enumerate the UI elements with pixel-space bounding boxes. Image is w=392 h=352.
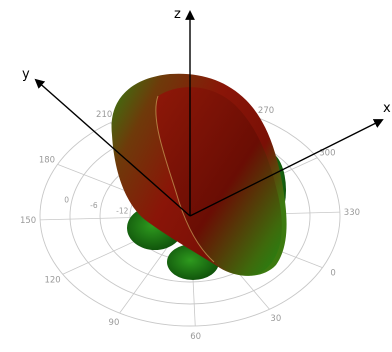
angle-label-270: 270 [258, 106, 274, 116]
ring-label: 0 [64, 196, 69, 205]
x-axis-label: x [383, 101, 391, 116]
z-axis-label: z [174, 7, 181, 22]
ring-label: -12 [116, 207, 128, 216]
coordinate-axes: z x y [22, 7, 391, 217]
angle-label-150: 150 [20, 216, 36, 226]
angle-label-300: 300 [319, 148, 335, 158]
angle-label-330: 330 [344, 208, 360, 218]
angle-label-90: 90 [109, 318, 120, 328]
main-lobe [111, 73, 287, 276]
angle-label-180: 180 [39, 156, 55, 166]
angle-label-0: 0 [330, 268, 335, 278]
y-axis-line [34, 78, 191, 217]
angle-label-30: 30 [270, 314, 281, 324]
angle-label-210: 210 [96, 110, 112, 120]
ring-label: -6 [90, 201, 98, 210]
y-axis-label: y [22, 67, 30, 82]
angle-label-120: 120 [44, 276, 60, 286]
angle-label-60: 60 [190, 332, 201, 342]
x-axis-line [189, 119, 384, 217]
